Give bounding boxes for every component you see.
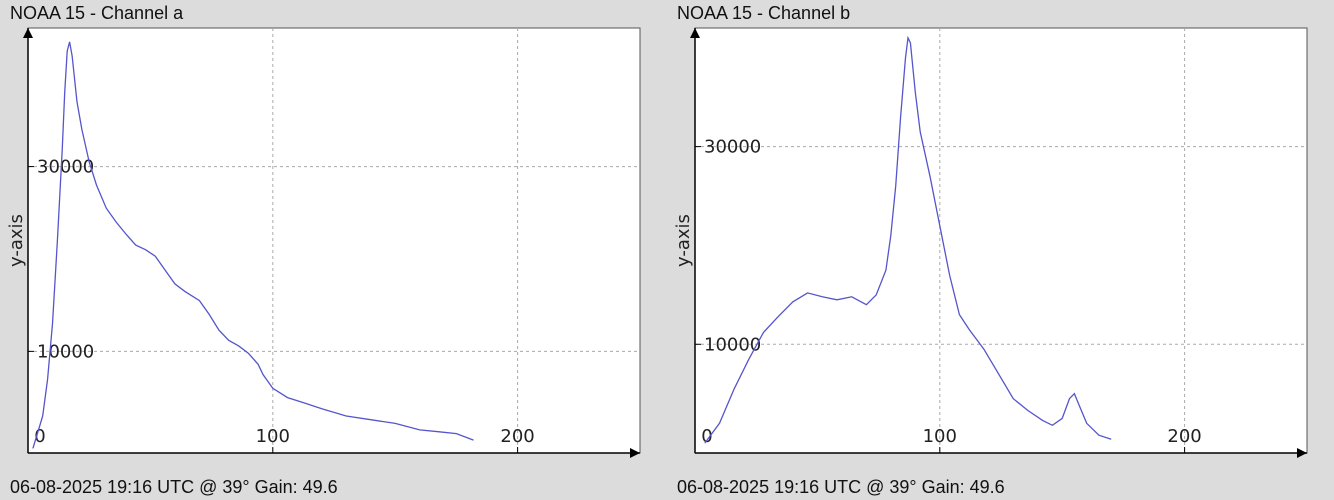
- chart-panel-b: NOAA 15 - Channel b 0 100 200 10000 30000 y-a…: [667, 0, 1334, 500]
- x-axis-arrow: [630, 448, 640, 458]
- x-tick-label: 100: [256, 426, 290, 447]
- y-axis-arrow: [690, 28, 700, 38]
- y-tick-label: 10000: [37, 341, 94, 362]
- x-axis-arrow: [1297, 448, 1307, 458]
- series-line: [704, 35, 1112, 444]
- x-tick-label: 0: [701, 426, 712, 447]
- y-axis-arrow: [23, 28, 33, 38]
- x-tick-label: 100: [923, 426, 957, 447]
- chart-title: NOAA 15 - Channel b: [677, 3, 851, 23]
- plot-area: [27, 27, 641, 454]
- y-axis-label: y-axis: [673, 214, 694, 267]
- y-tick-label: 10000: [704, 334, 761, 355]
- y-axis-label: y-axis: [6, 214, 27, 267]
- x-tick-label: 200: [500, 426, 534, 447]
- plot-area: [694, 27, 1308, 454]
- line-chart-a: 0 100 200 10000 30000 y-axis: [6, 27, 641, 458]
- line-chart-b: 0 100 200 10000 30000 y-axis: [673, 27, 1308, 458]
- status-footer: 06-08-2025 19:16 UTC @ 39° Gain: 49.6: [10, 477, 338, 497]
- chart-panel-a: NOAA 15 - Channel a 0 100 200 10000 30000 y-a…: [6, 3, 641, 497]
- series-line: [32, 41, 474, 449]
- x-tick-label: 0: [34, 426, 45, 447]
- y-tick-label: 30000: [704, 137, 761, 158]
- x-tick-label: 200: [1167, 426, 1201, 447]
- y-tick-label: 30000: [37, 157, 94, 178]
- chart-title: NOAA 15 - Channel a: [10, 3, 184, 23]
- status-footer: 06-08-2025 19:16 UTC @ 39° Gain: 49.6: [677, 477, 1005, 497]
